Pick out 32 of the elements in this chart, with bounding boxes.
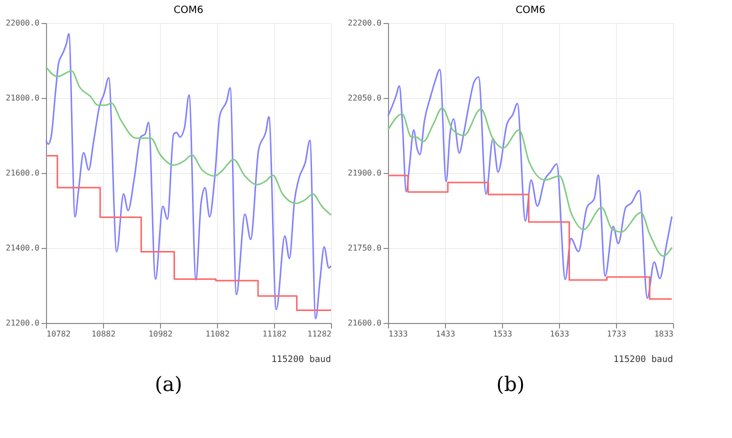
y-tick-label: 21900.0	[348, 168, 382, 178]
y-tick-label: 21200.0	[6, 318, 40, 328]
line-series	[387, 68, 673, 299]
x-tick-label: 1833	[654, 330, 674, 338]
line-series	[387, 107, 673, 257]
y-tick-label: 21800.0	[6, 94, 40, 102]
x-tick-label: 1533	[492, 330, 512, 338]
text: 115200 baud	[613, 355, 673, 365]
x-tick-label: 1433	[436, 330, 456, 338]
y-tick-label: 21600.0	[348, 318, 382, 328]
text: (b)	[496, 372, 525, 396]
text: 115200 baud	[271, 355, 331, 365]
y-tick-label: 21600.0	[6, 168, 40, 178]
line-series	[45, 66, 332, 216]
x-tick-label: 11182	[262, 330, 287, 338]
x-tick-label: 11282	[307, 330, 332, 338]
x-tick-label: 1333	[388, 330, 408, 338]
text: (a)	[154, 372, 182, 396]
x-tick-label: 10882	[91, 330, 116, 338]
y-tick-label: 22050.0	[348, 94, 382, 102]
x-tick-label: 10782	[46, 330, 71, 338]
chart-title: COM6	[174, 5, 204, 16]
x-tick-label: 1633	[550, 330, 570, 338]
x-tick-label: 10982	[148, 330, 173, 338]
y-tick-label: 22200.0	[348, 18, 382, 28]
x-tick-label: 11082	[205, 330, 230, 338]
x-tick-label: 1733	[606, 330, 626, 338]
y-tick-label: 21750.0	[348, 244, 382, 252]
y-tick-label: 22000.0	[6, 18, 40, 28]
y-tick-label: 21400.0	[6, 244, 40, 252]
line-series	[45, 33, 332, 320]
chart-title: COM6	[516, 5, 546, 16]
